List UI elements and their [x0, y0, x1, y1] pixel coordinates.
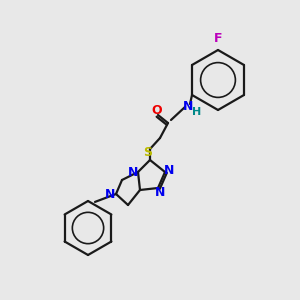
Text: N: N [105, 188, 115, 200]
Text: F: F [214, 32, 222, 45]
Text: N: N [155, 185, 165, 199]
Text: H: H [192, 107, 202, 117]
Text: N: N [164, 164, 174, 178]
Text: N: N [128, 166, 138, 178]
Text: O: O [152, 104, 162, 118]
Text: N: N [183, 100, 193, 113]
Text: S: S [143, 146, 152, 160]
